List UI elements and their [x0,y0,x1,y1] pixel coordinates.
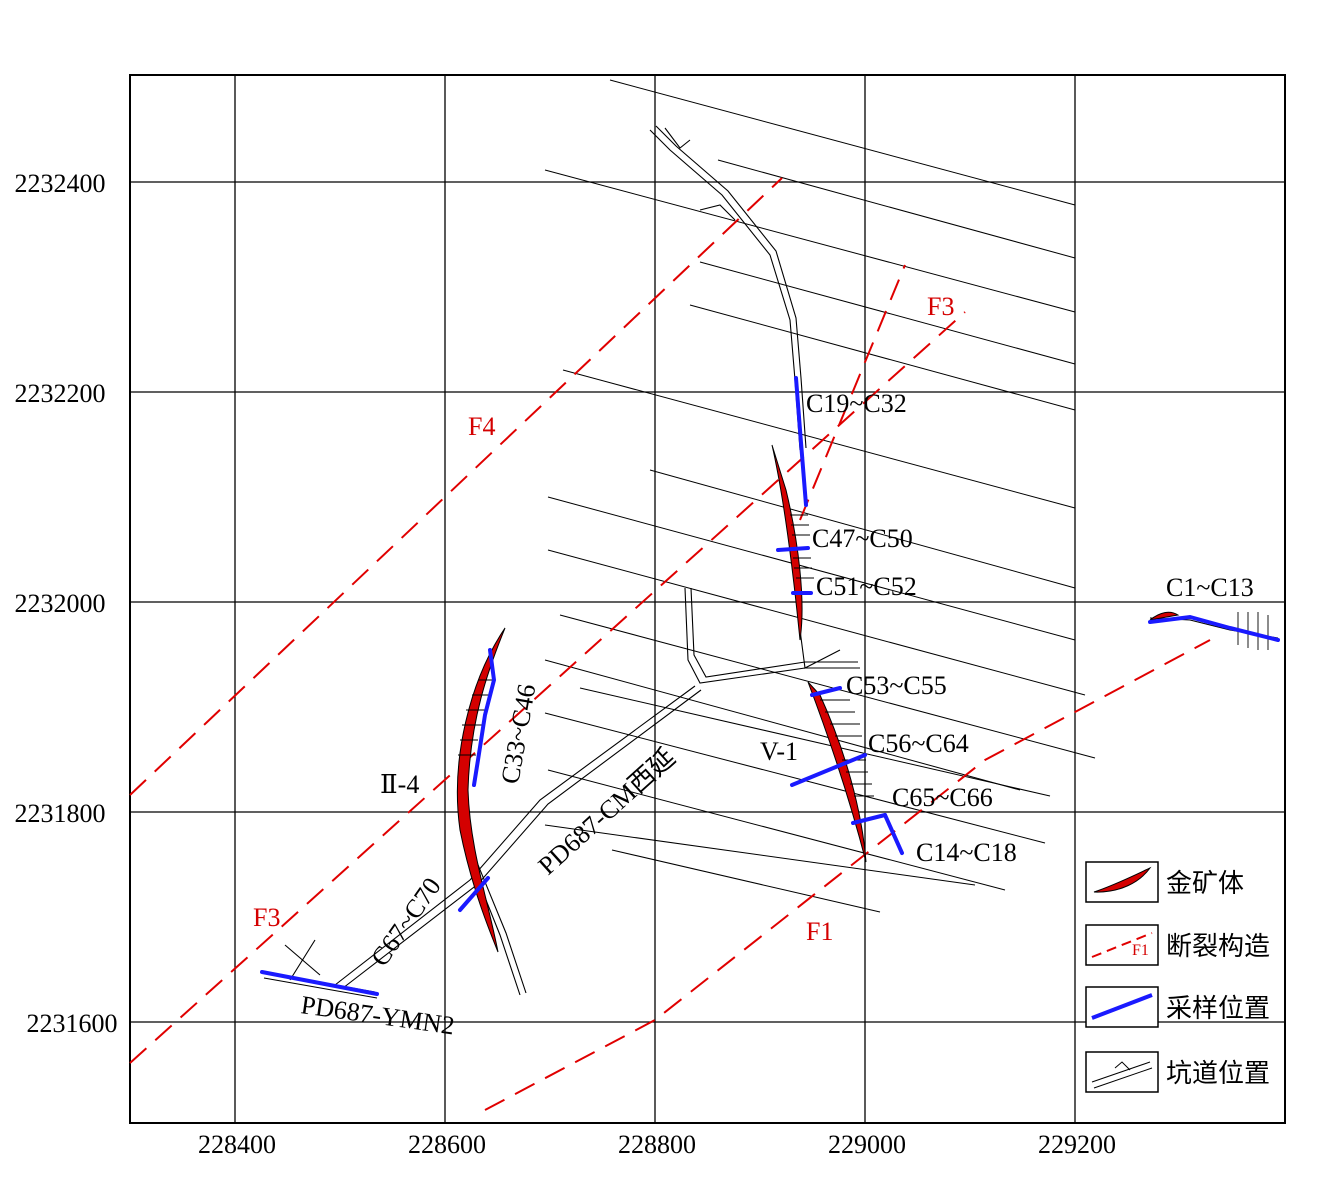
legend-label-sample: 采样位置 [1166,994,1270,1024]
sample-line-c56-c64 [790,753,867,787]
sample-label-c51-c52: C51~C52 [816,572,917,601]
tunnel-label-ymn2: PD687-YMN2 [299,990,456,1040]
faults [129,177,1211,1111]
sample-legend-symbol [1091,993,1153,1020]
x-tick-label: 228400 [198,1130,276,1159]
fault-f4-line [129,177,783,796]
y-tick-label: 2232200 [15,379,106,408]
ore-body-ii4 [456,627,506,953]
legend-label-fault: 断裂构造 [1166,932,1270,962]
legend-fault-symbol-label: F1 [1132,942,1149,959]
y-tick-label: 2232000 [15,589,106,618]
sample-label-c47-c50: C47~C50 [812,524,913,553]
y-tick-label: 2232400 [15,169,106,198]
sample-lines [260,376,1280,996]
sample-label-c53-c55: C53~C55 [846,671,947,700]
y-axis: 2232400 2232200 2232000 2231800 2231600 [15,169,118,1038]
sample-label-c1-c13: C1~C13 [1166,573,1254,602]
legend-label-tunnel: 坑道位置 [1166,1059,1270,1089]
ore-bodies [456,444,1180,953]
ore-body-v1 [807,681,867,863]
sample-line-c47-c50 [776,546,810,552]
x-tick-label: 228600 [408,1130,486,1159]
sample-label-c56-c64: C56~C64 [868,729,969,758]
legend-label-ore: 金矿体 [1166,869,1244,899]
fault-legend-symbol [1091,932,1153,958]
x-tick-label: 229200 [1038,1130,1116,1159]
sample-line-c53-c55 [810,686,842,697]
x-axis: 228400 228600 228800 229000 229200 [198,1130,1116,1159]
sample-line-c14-c18 [883,813,904,855]
fault-f3b-line [799,264,906,521]
ore-body-north [771,444,803,641]
y-tick-label: 2231600 [27,1009,118,1038]
x-tick-label: 228800 [618,1130,696,1159]
fault-label-f1: F1 [806,917,833,946]
sample-label-c14-c18: C14~C18 [916,838,1017,867]
sample-label-c65-c66: C65~C66 [892,783,993,812]
sample-line-c1-c13 [1148,614,1280,642]
fault-label-f3-lower: F3 [253,903,280,932]
orebody-label-ii4: Ⅱ-4 [380,770,419,799]
fault-label-f3-upper: F3 [927,292,954,321]
hatch-marks [458,514,1269,797]
sample-line-c19-c32 [794,376,808,507]
exploration-lines [544,79,1096,913]
y-tick-label: 2231800 [15,799,106,828]
ore-body-east [1149,611,1180,621]
map-frame [129,74,1286,1124]
sample-label-c33-c46: C33~C46 [495,682,541,786]
tunnel-legend-symbol [1091,1061,1153,1089]
ore-legend-symbol [1093,866,1152,893]
legend: 金矿体 F1 断裂构造 采样位置 坑道位置 [1085,861,1270,1093]
fault-f3-line [129,311,966,1064]
sample-label-c67-c70: C67~C70 [365,872,447,971]
sample-line-c33-c46 [472,648,497,787]
orebody-label-v1: V-1 [760,737,798,766]
sample-label-c19-c32: C19~C32 [806,389,907,418]
sample-line-c65-c66 [851,813,887,825]
grid [130,75,1285,1123]
sample-line-c67-c70 [458,876,490,912]
legend-box-ore [1085,861,1159,903]
sample-line-ymn2 [260,970,379,996]
x-tick-label: 229000 [828,1130,906,1159]
fault-label-f4: F4 [468,412,495,441]
